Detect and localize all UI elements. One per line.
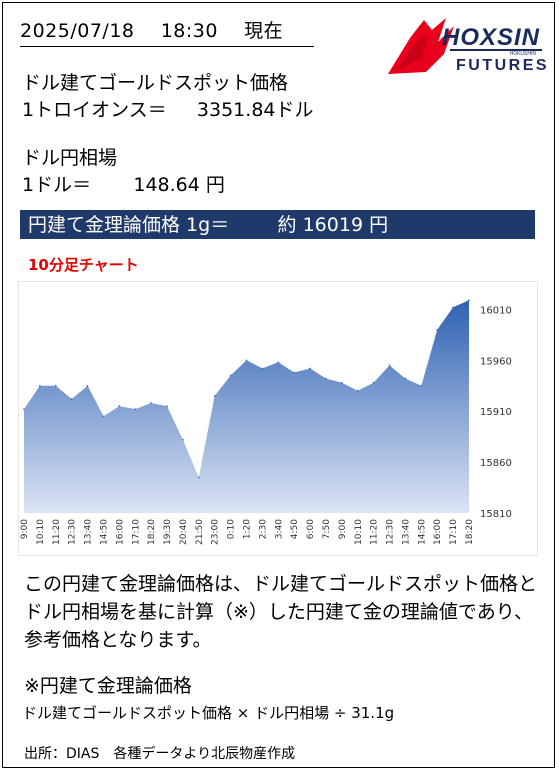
x-tick-label: 12:30: [386, 519, 396, 545]
data-point: [150, 402, 152, 404]
data-point: [372, 381, 375, 384]
svg-text:FUTURES: FUTURES: [456, 57, 546, 74]
fx-value: 148.64: [133, 174, 200, 196]
gold-price-row: 1トロイオンス＝ 3351.84ドル: [22, 97, 314, 123]
data-point: [166, 405, 168, 407]
banner-label: 円建て金理論価格 1g＝: [28, 214, 230, 236]
x-tick-label: 9:00: [20, 519, 30, 539]
data-point: [309, 367, 311, 370]
theoretical-price-banner: 円建て金理論価格 1g＝ 約 16019 円: [20, 210, 535, 239]
x-tick-label: 0:10: [227, 519, 237, 539]
data-point: [102, 415, 105, 418]
data-point: [134, 408, 137, 410]
fx-rate-row: 1ドル＝ 148.64 円: [22, 172, 225, 198]
x-tick-label: 16:00: [433, 519, 443, 545]
x-tick-label: 4:50: [290, 519, 300, 539]
data-point: [70, 398, 73, 400]
fx-label: ドル円相場: [22, 147, 118, 169]
gold-unit: 1トロイオンス＝: [22, 99, 167, 121]
data-point: [404, 377, 407, 380]
y-tick-label: 16010: [480, 305, 512, 316]
x-tick-label: 17:10: [131, 519, 141, 545]
price-area-series: [24, 300, 469, 513]
data-point: [118, 405, 121, 407]
x-tick-label: 18:20: [147, 519, 157, 545]
y-tick-label: 15810: [480, 509, 512, 520]
x-tick-label: 11:20: [52, 519, 62, 545]
gold-value: 3351.84: [196, 99, 276, 121]
x-tick-label: 20:40: [179, 519, 189, 545]
hoxsin-logo: HOXSIN HOKUSHIN FUTURES: [388, 18, 546, 74]
y-tick-label: 15910: [480, 407, 512, 418]
x-tick-label: 11:20: [370, 519, 380, 545]
data-point: [388, 364, 391, 367]
svg-text:HOKUSHIN: HOKUSHIN: [510, 51, 537, 57]
x-tick-label: 21:50: [195, 519, 205, 545]
data-point: [54, 384, 57, 387]
timestamp-header: 2025/07/18 18:30 現在: [20, 18, 314, 47]
time-text: 18:30: [160, 20, 218, 42]
x-tick-label: 10:10: [354, 519, 364, 545]
data-point: [213, 395, 216, 397]
x-tick-label: 19:30: [163, 519, 173, 545]
data-point: [23, 408, 25, 410]
x-tick-label: 23:00: [211, 519, 221, 545]
x-tick-label: 6:00: [306, 519, 316, 539]
status-text: 現在: [244, 20, 284, 42]
data-point: [198, 476, 200, 479]
data-point: [356, 390, 359, 392]
data-point: [277, 361, 280, 364]
data-point: [229, 374, 232, 377]
x-tick-label: 17:10: [449, 519, 459, 545]
x-tick-label: 18:20: [465, 519, 475, 545]
x-tick-label: 14:50: [417, 519, 427, 545]
banner-currency: 円: [369, 214, 389, 236]
x-tick-label: 9:00: [338, 519, 348, 539]
x-tick-label: 7:50: [322, 519, 332, 539]
data-point: [182, 438, 184, 441]
data-point: [452, 306, 454, 309]
banner-approx: 約: [277, 214, 297, 236]
gold-currency: ドル: [275, 99, 314, 121]
chart-title: 10分足チャート: [28, 256, 139, 274]
data-point: [39, 384, 41, 387]
data-point: [325, 377, 327, 380]
data-point: [420, 384, 423, 387]
formula-text: ドル建てゴールドスポット価格 × ドル円相場 ÷ 31.1g: [22, 704, 395, 722]
x-tick-label: 1:20: [243, 519, 253, 539]
y-tick-label: 15960: [480, 356, 512, 367]
data-point: [341, 381, 343, 384]
source-text: 出所：DIAS 各種データより北辰物産作成: [24, 746, 296, 762]
fx-currency: 円: [205, 174, 225, 196]
x-tick-label: 10:10: [36, 519, 46, 545]
x-tick-label: 14:50: [99, 519, 109, 545]
price-chart: 15810 15860 15910 15960 16010 9:00 10:10 11:20 1…: [18, 281, 538, 556]
x-tick-label: 2:30: [258, 519, 268, 539]
x-tick-label: 13:40: [401, 519, 411, 545]
data-point: [436, 328, 439, 331]
banner-value: 16019: [302, 214, 364, 236]
explanation-text: この円建て金理論価格は、ドル建てゴールドスポット価格とドル円相場を基に計算（※）…: [24, 573, 538, 651]
svg-text:HOXSIN: HOXSIN: [442, 24, 540, 51]
data-point: [293, 371, 295, 374]
x-tick-label: 16:00: [115, 519, 125, 545]
x-tick-label: 3:40: [274, 519, 284, 539]
x-tick-label: 13:40: [84, 519, 94, 545]
formula-title: ※円建て金理論価格: [24, 675, 192, 697]
fx-unit: 1ドル＝: [22, 174, 92, 196]
y-tick-label: 15860: [480, 458, 512, 469]
data-point: [86, 384, 89, 387]
data-point: [245, 359, 248, 362]
data-point: [468, 299, 470, 301]
date-text: 2025/07/18: [20, 20, 135, 42]
gold-label: ドル建てゴールドスポット価格: [22, 72, 289, 94]
data-point: [261, 367, 264, 370]
x-tick-label: 12:30: [68, 519, 78, 545]
